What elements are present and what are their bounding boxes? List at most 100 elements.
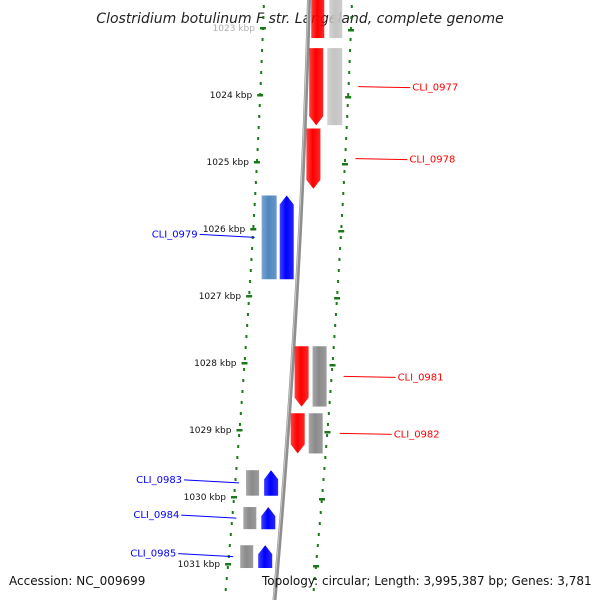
right-track-dot [344,148,347,151]
left-track-dot [244,346,247,349]
scale-tick-right [319,498,326,501]
left-track-dot [258,104,261,107]
cds-bar[interactable] [240,545,254,569]
cds-bar[interactable] [246,470,260,496]
right-track-dot [338,258,341,261]
right-track-dot [331,357,334,360]
right-track-dot [330,379,333,382]
left-track-dot [253,214,256,217]
left-track-dot [250,258,253,261]
tick-label: 1030 kbp [184,493,227,503]
scale-tick-right [313,565,320,568]
right-track-dot [342,181,345,184]
right-track-dot [340,225,343,228]
gene-label[interactable]: CLI_0984 [133,510,179,521]
forward-gene-arrow[interactable] [309,48,324,126]
tick-label: 1031 kbp [178,560,221,570]
scale-tick-right [324,431,331,434]
reverse-gene-arrow[interactable] [258,545,273,568]
right-track-dot [337,280,340,283]
scale-tick [225,563,232,566]
right-track-dot [350,5,353,8]
backbone-line [272,0,311,600]
right-track-dot [339,247,342,250]
cds-bar[interactable] [243,507,257,530]
forward-gene-arrow[interactable] [294,346,309,407]
scale-tick [231,496,238,499]
left-track-dot [236,456,239,459]
cds-bar[interactable] [261,195,277,280]
right-track-dot [345,126,348,129]
accession-text: Accession: NC_009699 [9,574,146,588]
gene-label[interactable]: CLI_0983 [136,475,182,486]
right-track-dot [312,588,315,591]
left-track-dot [237,445,240,448]
left-track-dot [245,335,248,338]
gene-label-leader [199,233,255,238]
right-track-dot [336,291,339,294]
forward-gene-arrow[interactable] [290,413,305,454]
left-track-dot [249,280,252,283]
cds-bar[interactable] [327,48,343,126]
scale-tick [236,429,243,432]
partial-forward-gene-arrow[interactable] [311,0,325,39]
right-track-dot [318,522,321,525]
right-track-dot [316,544,319,547]
scale-tick-right [345,96,352,99]
left-track-dot [226,566,229,569]
scale-tick-right [334,297,341,300]
left-track-dot [247,302,250,305]
left-track-dot [240,401,243,404]
right-track-dot [319,511,322,514]
right-track-dot [348,60,351,63]
right-track-dot [331,368,334,371]
right-track-dot [313,577,316,580]
partial-cds-bar[interactable] [329,0,343,39]
gene-label[interactable]: CLI_0978 [409,155,455,166]
scale-tick-right [347,29,354,32]
tick-label: 1029 kbp [189,426,232,436]
right-track-dot [347,82,350,85]
reverse-gene-arrow[interactable] [264,470,279,496]
right-track-dot [345,137,348,140]
forward-gene-arrow[interactable] [306,128,321,189]
right-track-dot [349,38,352,41]
left-track-dot [234,478,237,481]
right-track-dot [322,478,325,481]
gene-label[interactable]: CLI_0981 [398,372,444,383]
tick-label: 1024 kbp [210,91,253,101]
left-track-dot [242,379,245,382]
right-track-dot [334,324,337,327]
left-track-dot [255,170,258,173]
gene-label-leader [181,514,237,519]
tick-label: 1028 kbp [194,359,237,369]
gene-label[interactable]: CLI_0985 [130,549,176,560]
scale-tick-right [329,364,336,367]
left-track-dot [235,467,238,470]
cds-bar[interactable] [312,346,327,407]
left-track-dot [246,324,249,327]
right-track-dot [320,500,323,503]
genome-backbone [272,0,311,600]
reverse-gene-arrow[interactable] [261,507,276,530]
left-track-dot [232,500,235,503]
left-track-dot [241,390,244,393]
gene-label[interactable]: CLI_0979 [152,229,198,240]
gene-label[interactable]: CLI_0982 [394,429,440,440]
right-track-dot [339,236,342,239]
reverse-gene-arrow[interactable] [279,195,294,280]
left-track-dot [257,126,260,129]
gene-label-leader [355,158,408,161]
scale-tick [259,27,266,30]
right-track-dot [334,313,337,316]
scale-tick [246,295,253,298]
right-track-dot [341,203,344,206]
left-track-dot [228,544,231,547]
gene-label[interactable]: CLI_0977 [412,83,458,94]
right-track-dot [348,71,351,74]
cds-bar[interactable] [308,413,323,454]
right-track-dot [326,434,329,437]
left-track-dot [229,533,232,536]
scale-tick [241,362,248,365]
tick-label: 1026 kbp [203,225,246,235]
